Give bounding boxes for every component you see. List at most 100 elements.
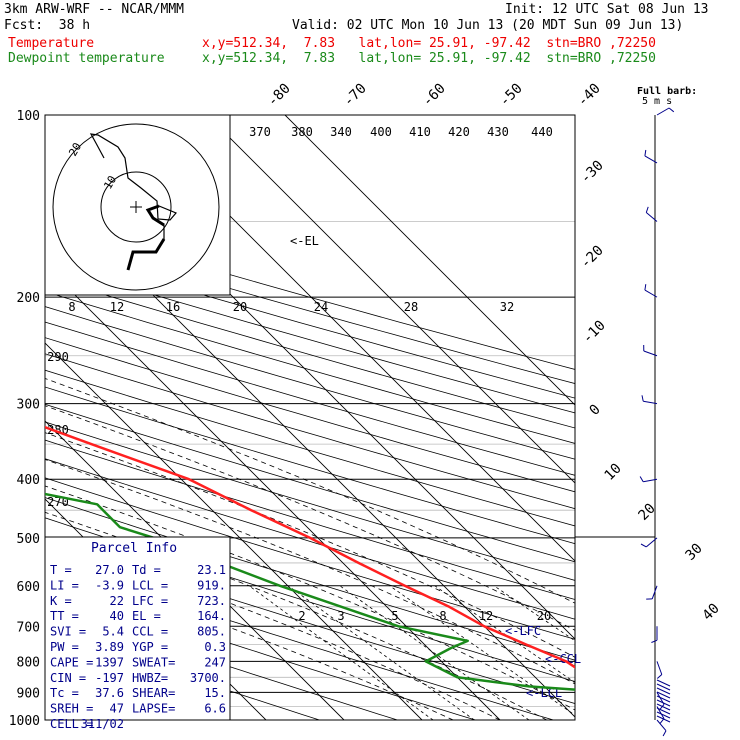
level-marker: <-LCL [526,686,562,700]
moist-adiabat-line [45,511,547,720]
parcel-label: K = [50,594,72,608]
dry-adiabat-line [45,421,575,581]
plot-frame [44,114,576,721]
wind-barb [656,107,670,116]
wind-barb [656,679,671,687]
forecast-hour: Fcst: 38 h [4,18,91,33]
moist-adiabat-line [45,405,575,631]
mixing-ratio-line [389,585,575,716]
parcel-label: CCL = [132,625,168,639]
wind-barb [644,155,658,164]
wind-barb-flag [645,206,649,213]
parcel-label: YGP = [132,640,168,654]
mixing-ratio-label: 8 [439,609,446,623]
theta-label: 440 [531,125,553,139]
isotherm-label: -20 [578,243,607,272]
parcel-value: 27.0 [95,563,124,577]
moist-adiabat-line [45,432,575,658]
wind-barb [643,400,658,405]
parcel-label: TT = [50,609,79,623]
dry-adiabat-line [45,337,575,493]
dewpoint-location: x,y=512.34, 7.83 lat,lon= 25.91, -97.42 … [202,51,656,66]
wind-barb [656,699,671,707]
init-time: Init: 12 UTC Sat 08 Jun 13 [505,2,709,17]
parcel-value: 919. [197,578,226,592]
isotherm-label: -70 [341,81,370,110]
parcel-label: Td = [132,563,161,577]
parcel-label: LCL = [132,578,168,592]
wind-legend-title: Full barb: [637,86,697,97]
theta-label: 420 [448,125,470,139]
pressure-label: 600 [17,580,40,595]
wind-barb [656,691,671,699]
isotherm-label: -40 [575,81,604,110]
dry-adiabat-line [45,497,575,661]
parcel-label: Tc = [50,686,79,700]
speed-label: 20 [233,300,247,314]
isotherm-label: 30 [683,541,706,564]
parcel-value: 1397 [95,655,124,669]
moist-adiabat-line [45,459,575,685]
dry-adiabat-line [45,261,575,414]
isotherm-label: -60 [420,81,449,110]
isotherm-line [284,115,575,406]
speed-label: 24 [314,300,328,314]
dry-adiabat-line [45,220,575,370]
parcel-value: 5.4 [102,625,124,639]
valid-time: Valid: 02 UTC Mon 10 Jun 13 (20 MDT Sun … [292,18,684,33]
wind-barb-flag [644,284,647,291]
isotherm-label: -80 [265,81,294,110]
parcel-value: 723. [197,594,226,608]
hodograph-ring-label: 10 [101,174,119,192]
parcel-label: SVI = [50,625,86,639]
parcel-label: T = [50,563,72,577]
parcel-label: LI = [50,578,79,592]
parcel-label: HWBZ= [132,671,168,685]
dry-adiabat-line [45,306,575,460]
wind-barb [656,703,671,711]
wind-barb-flag [668,107,675,113]
mixing-ratio-line [248,585,434,720]
speed-label: 16 [166,300,180,314]
isotherm-label: 40 [700,601,723,624]
hodograph-ring [100,171,172,243]
speed-label: 8 [68,300,75,314]
dry-adiabat-line [45,276,575,429]
model-title: 3km ARW-WRF -- NCAR/MMM [4,2,185,17]
parcel-box [44,536,231,721]
speed-label: 28 [404,300,418,314]
wind-barb [643,478,658,483]
parcel-value: 40 [110,609,124,623]
hodograph-ring-label: 20 [66,141,84,159]
theta-label: 380 [291,125,313,139]
mixing-ratio-label: 3 [337,609,344,623]
dry-adiabat-line [45,321,575,476]
isotherm-line [45,264,501,720]
parcel-value: 37.6 [95,686,124,700]
hodograph-trace-mid [145,204,165,227]
isotherm-line [45,342,423,720]
wind-barb [656,715,671,723]
hodograph-frame [44,114,231,296]
parcel-value: 23.1 [197,563,226,577]
dewpoint-line [45,492,575,691]
dry-adiabat-line [45,582,476,720]
wind-barb [656,695,671,703]
wind-barb [656,683,671,691]
isotherm-label: 10 [602,461,625,484]
wind-legend-unit: 5 m s [642,96,672,107]
hodograph-ring [52,123,220,291]
dry-adiabat-line [45,477,575,640]
mixing-ratio-line [493,585,575,642]
wind-barb [656,719,667,732]
parcel-label: CELL = [50,717,93,731]
dry-adiabat-line [45,353,575,510]
parcel-value: 311/02 [81,717,124,731]
isotherm-label: -50 [497,81,526,110]
wind-barb-flag [639,476,644,482]
parcel-value: 805. [197,625,226,639]
wind-barb [656,661,663,675]
wind-barb-flag [641,395,644,402]
parcel-label: CAPE = [50,655,93,669]
